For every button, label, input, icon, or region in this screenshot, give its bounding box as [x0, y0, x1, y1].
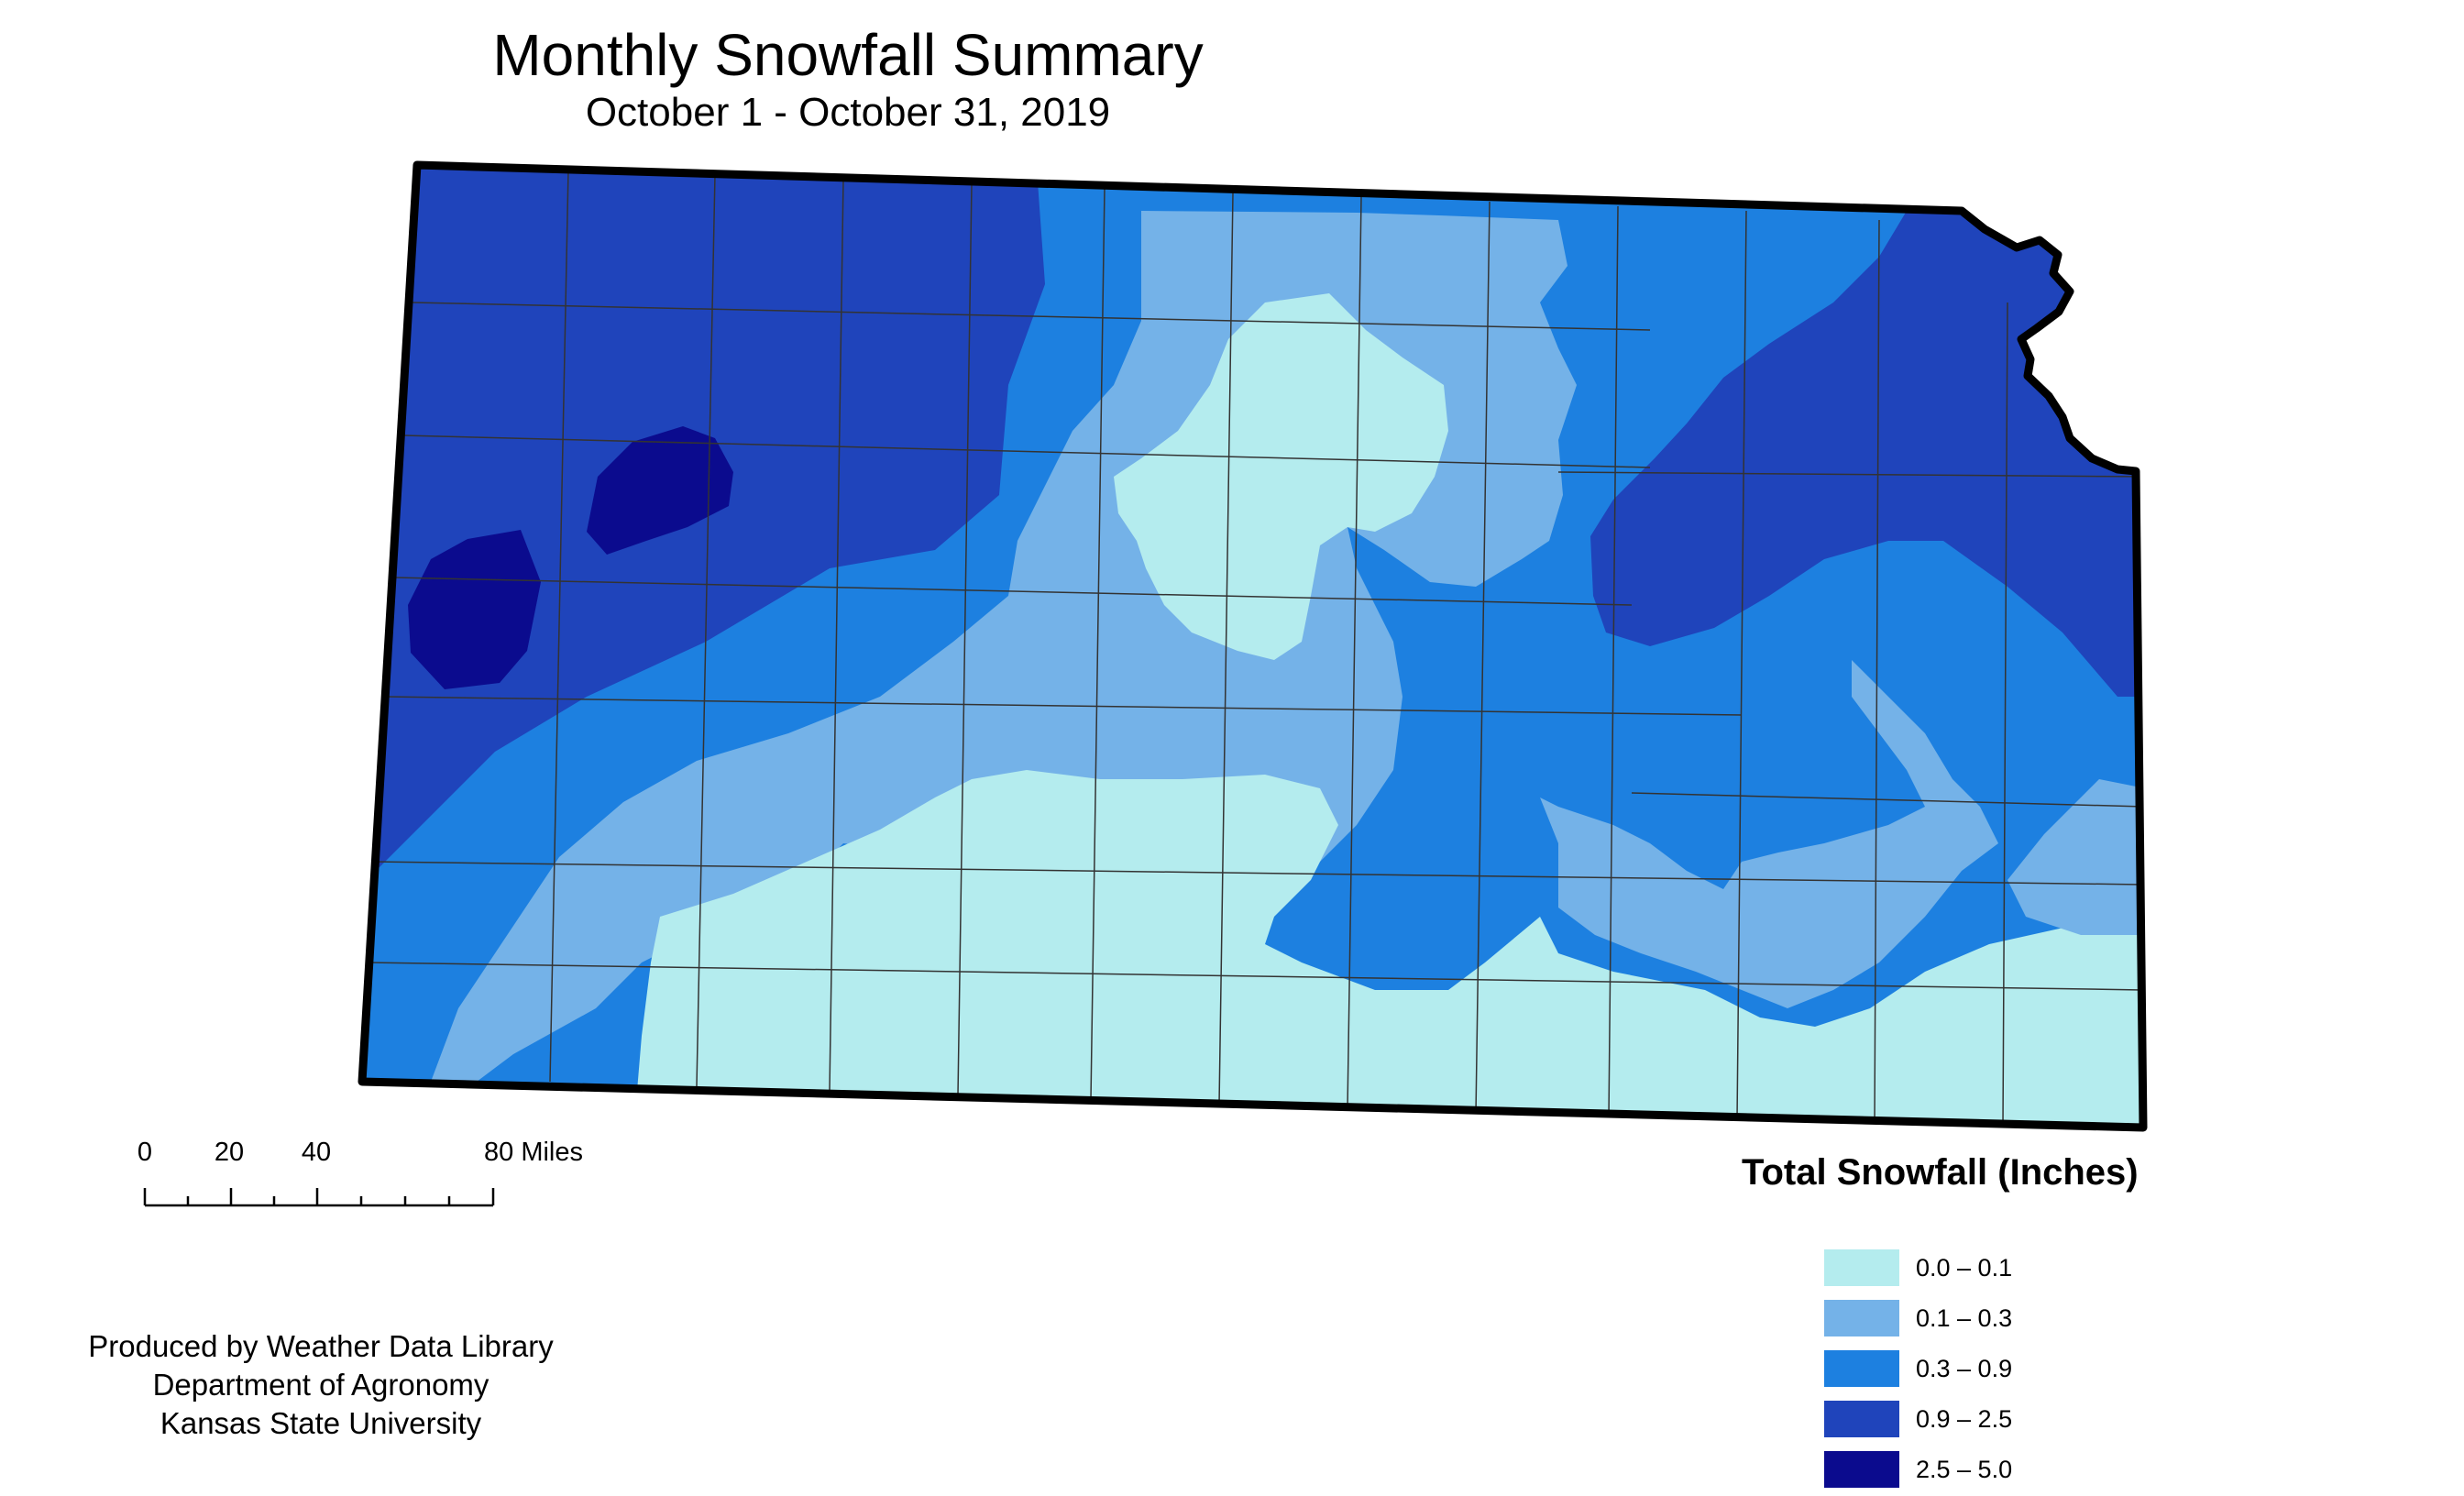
- county-lines: [366, 169, 2143, 1127]
- credits-line-3: Kansas State University: [160, 1406, 482, 1440]
- county-rows: [366, 302, 2143, 991]
- map-title: Monthly Snowfall Summary: [492, 22, 1204, 88]
- legend-label: 2.5 – 5.0: [1916, 1456, 2013, 1483]
- credits-line-1: Produced by Weather Data Library: [88, 1329, 554, 1363]
- legend-swatch: [1824, 1401, 1899, 1437]
- scale-label-20: 20: [214, 1138, 245, 1167]
- legend-swatch: [1824, 1350, 1899, 1387]
- legend-title: Total Snowfall (Inches): [1742, 1152, 2139, 1193]
- map-subtitle: October 1 - October 31, 2019: [585, 90, 1111, 135]
- scale-bar: [143, 1188, 495, 1207]
- scale-label-80-miles: 80 Miles: [484, 1138, 583, 1167]
- contour-0.1-0.3-southeast: [2008, 779, 2143, 935]
- county-cols: [549, 169, 2008, 1127]
- legend-swatch: [1824, 1451, 1899, 1488]
- legend-label: 0.0 – 0.1: [1916, 1254, 2013, 1282]
- kansas-state-outline: [358, 160, 2148, 1132]
- credits: Produced by Weather Data Library Departm…: [37, 1327, 605, 1443]
- contour-0.9-2.5-northeast: [1590, 183, 2143, 697]
- legend-label: 0.1 – 0.3: [1916, 1304, 2013, 1332]
- contour-0.0-0.1-south: [632, 770, 2143, 1128]
- scale-label-0: 0: [137, 1138, 153, 1167]
- contour-2.5-5.0-west: [408, 530, 541, 689]
- credits-line-2: Department of Agronomy: [152, 1368, 490, 1402]
- scale-label-40: 40: [301, 1138, 332, 1167]
- contour-0.1-0.3-east: [1522, 660, 1998, 1008]
- legend-label: 0.3 – 0.9: [1916, 1355, 2013, 1382]
- legend-swatch: [1824, 1300, 1899, 1336]
- contour-2.5-5.0-northwest: [587, 426, 733, 555]
- legend-label: 0.9 – 2.5: [1916, 1405, 2013, 1433]
- contour-0.0-0.1-north-central: [1114, 293, 1448, 660]
- snowfall-contours: [362, 165, 2143, 1128]
- legend-swatch: [1824, 1249, 1899, 1286]
